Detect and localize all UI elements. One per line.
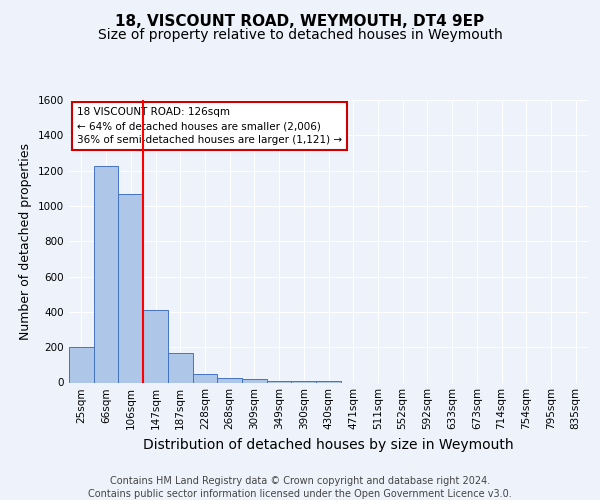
- Text: 18, VISCOUNT ROAD, WEYMOUTH, DT4 9EP: 18, VISCOUNT ROAD, WEYMOUTH, DT4 9EP: [115, 14, 485, 29]
- Bar: [316, 380, 341, 382]
- Y-axis label: Number of detached properties: Number of detached properties: [19, 143, 32, 340]
- Text: Size of property relative to detached houses in Weymouth: Size of property relative to detached ho…: [98, 28, 502, 42]
- Bar: [292, 380, 316, 382]
- Bar: [69, 347, 94, 382]
- Text: Contains HM Land Registry data © Crown copyright and database right 2024.: Contains HM Land Registry data © Crown c…: [110, 476, 490, 486]
- Bar: [168, 354, 193, 382]
- X-axis label: Distribution of detached houses by size in Weymouth: Distribution of detached houses by size …: [143, 438, 514, 452]
- Bar: [94, 166, 118, 382]
- Text: Contains public sector information licensed under the Open Government Licence v3: Contains public sector information licen…: [88, 489, 512, 499]
- Bar: [217, 378, 242, 382]
- Bar: [267, 380, 292, 382]
- Text: 18 VISCOUNT ROAD: 126sqm
← 64% of detached houses are smaller (2,006)
36% of sem: 18 VISCOUNT ROAD: 126sqm ← 64% of detach…: [77, 107, 342, 145]
- Bar: [242, 379, 267, 382]
- Bar: [143, 310, 168, 382]
- Bar: [118, 194, 143, 382]
- Bar: [193, 374, 217, 382]
